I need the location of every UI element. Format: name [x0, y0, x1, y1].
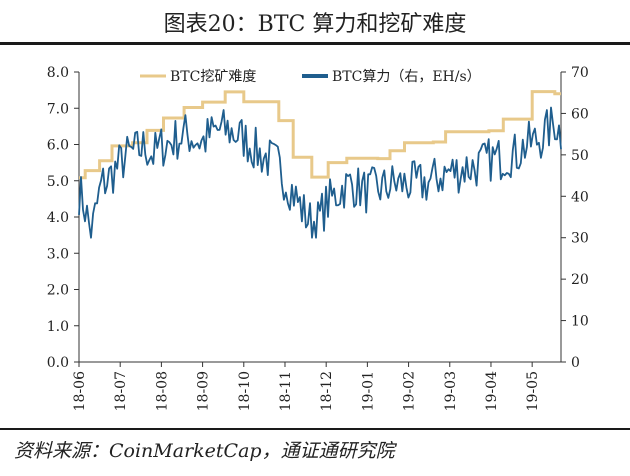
x-tick-label: 18-07 — [113, 371, 129, 411]
right-tick-label: 30 — [571, 231, 589, 247]
source-rule — [0, 428, 630, 430]
x-tick-label: 18-11 — [278, 371, 294, 411]
left-tick-label: 5.0 — [47, 174, 69, 190]
x-tick-label: 18-06 — [72, 371, 88, 411]
x-tick-label: 19-01 — [360, 371, 376, 411]
left-tick-label: 2.0 — [47, 283, 69, 299]
left-tick-label: 8.0 — [47, 65, 69, 81]
source-note: 资料来源：CoinMarketCap，通证通研究院 — [14, 440, 395, 462]
x-tick-label: 19-03 — [443, 371, 459, 411]
x-tick-label: 19-02 — [402, 371, 418, 411]
right-tick-label: 70 — [571, 65, 589, 81]
difficulty-series-line — [79, 90, 561, 180]
right-tick-label: 20 — [571, 272, 589, 288]
left-tick-label: 3.0 — [47, 246, 69, 262]
x-tick-label: 19-04 — [484, 371, 500, 411]
x-tick-label: 18-08 — [154, 371, 170, 411]
legend-hashrate-label: BTC算力（右，EH/s） — [332, 69, 481, 85]
right-tick-label: 60 — [571, 106, 589, 122]
chart-title: 图表20：BTC 算力和挖矿难度 — [163, 12, 467, 37]
right-tick-label: 40 — [571, 189, 589, 205]
left-tick-label: 1.0 — [47, 319, 69, 335]
left-tick-label: 7.0 — [47, 101, 69, 117]
left-tick-label: 4.0 — [47, 210, 69, 226]
hashrate-series-line — [78, 106, 562, 239]
left-tick-label: 0.0 — [47, 355, 69, 371]
right-tick-label: 50 — [571, 148, 589, 164]
legend-difficulty-label: BTC挖矿难度 — [170, 69, 256, 85]
right-tick-label: 10 — [571, 314, 589, 330]
chart-svg: 0.0 1.0 2.0 3.0 4.0 5.0 6.0 7.0 8.0 0 10 20 30 40 50 60… — [47, 65, 589, 411]
x-tick-label: 18-12 — [319, 371, 335, 411]
right-tick-label: 0 — [571, 355, 580, 371]
title-rule — [0, 42, 630, 45]
left-tick-label: 6.0 — [47, 138, 69, 154]
x-tick-label: 18-10 — [237, 371, 253, 411]
x-tick-label: 18-09 — [196, 371, 212, 411]
x-tick-label: 19-05 — [525, 371, 541, 411]
